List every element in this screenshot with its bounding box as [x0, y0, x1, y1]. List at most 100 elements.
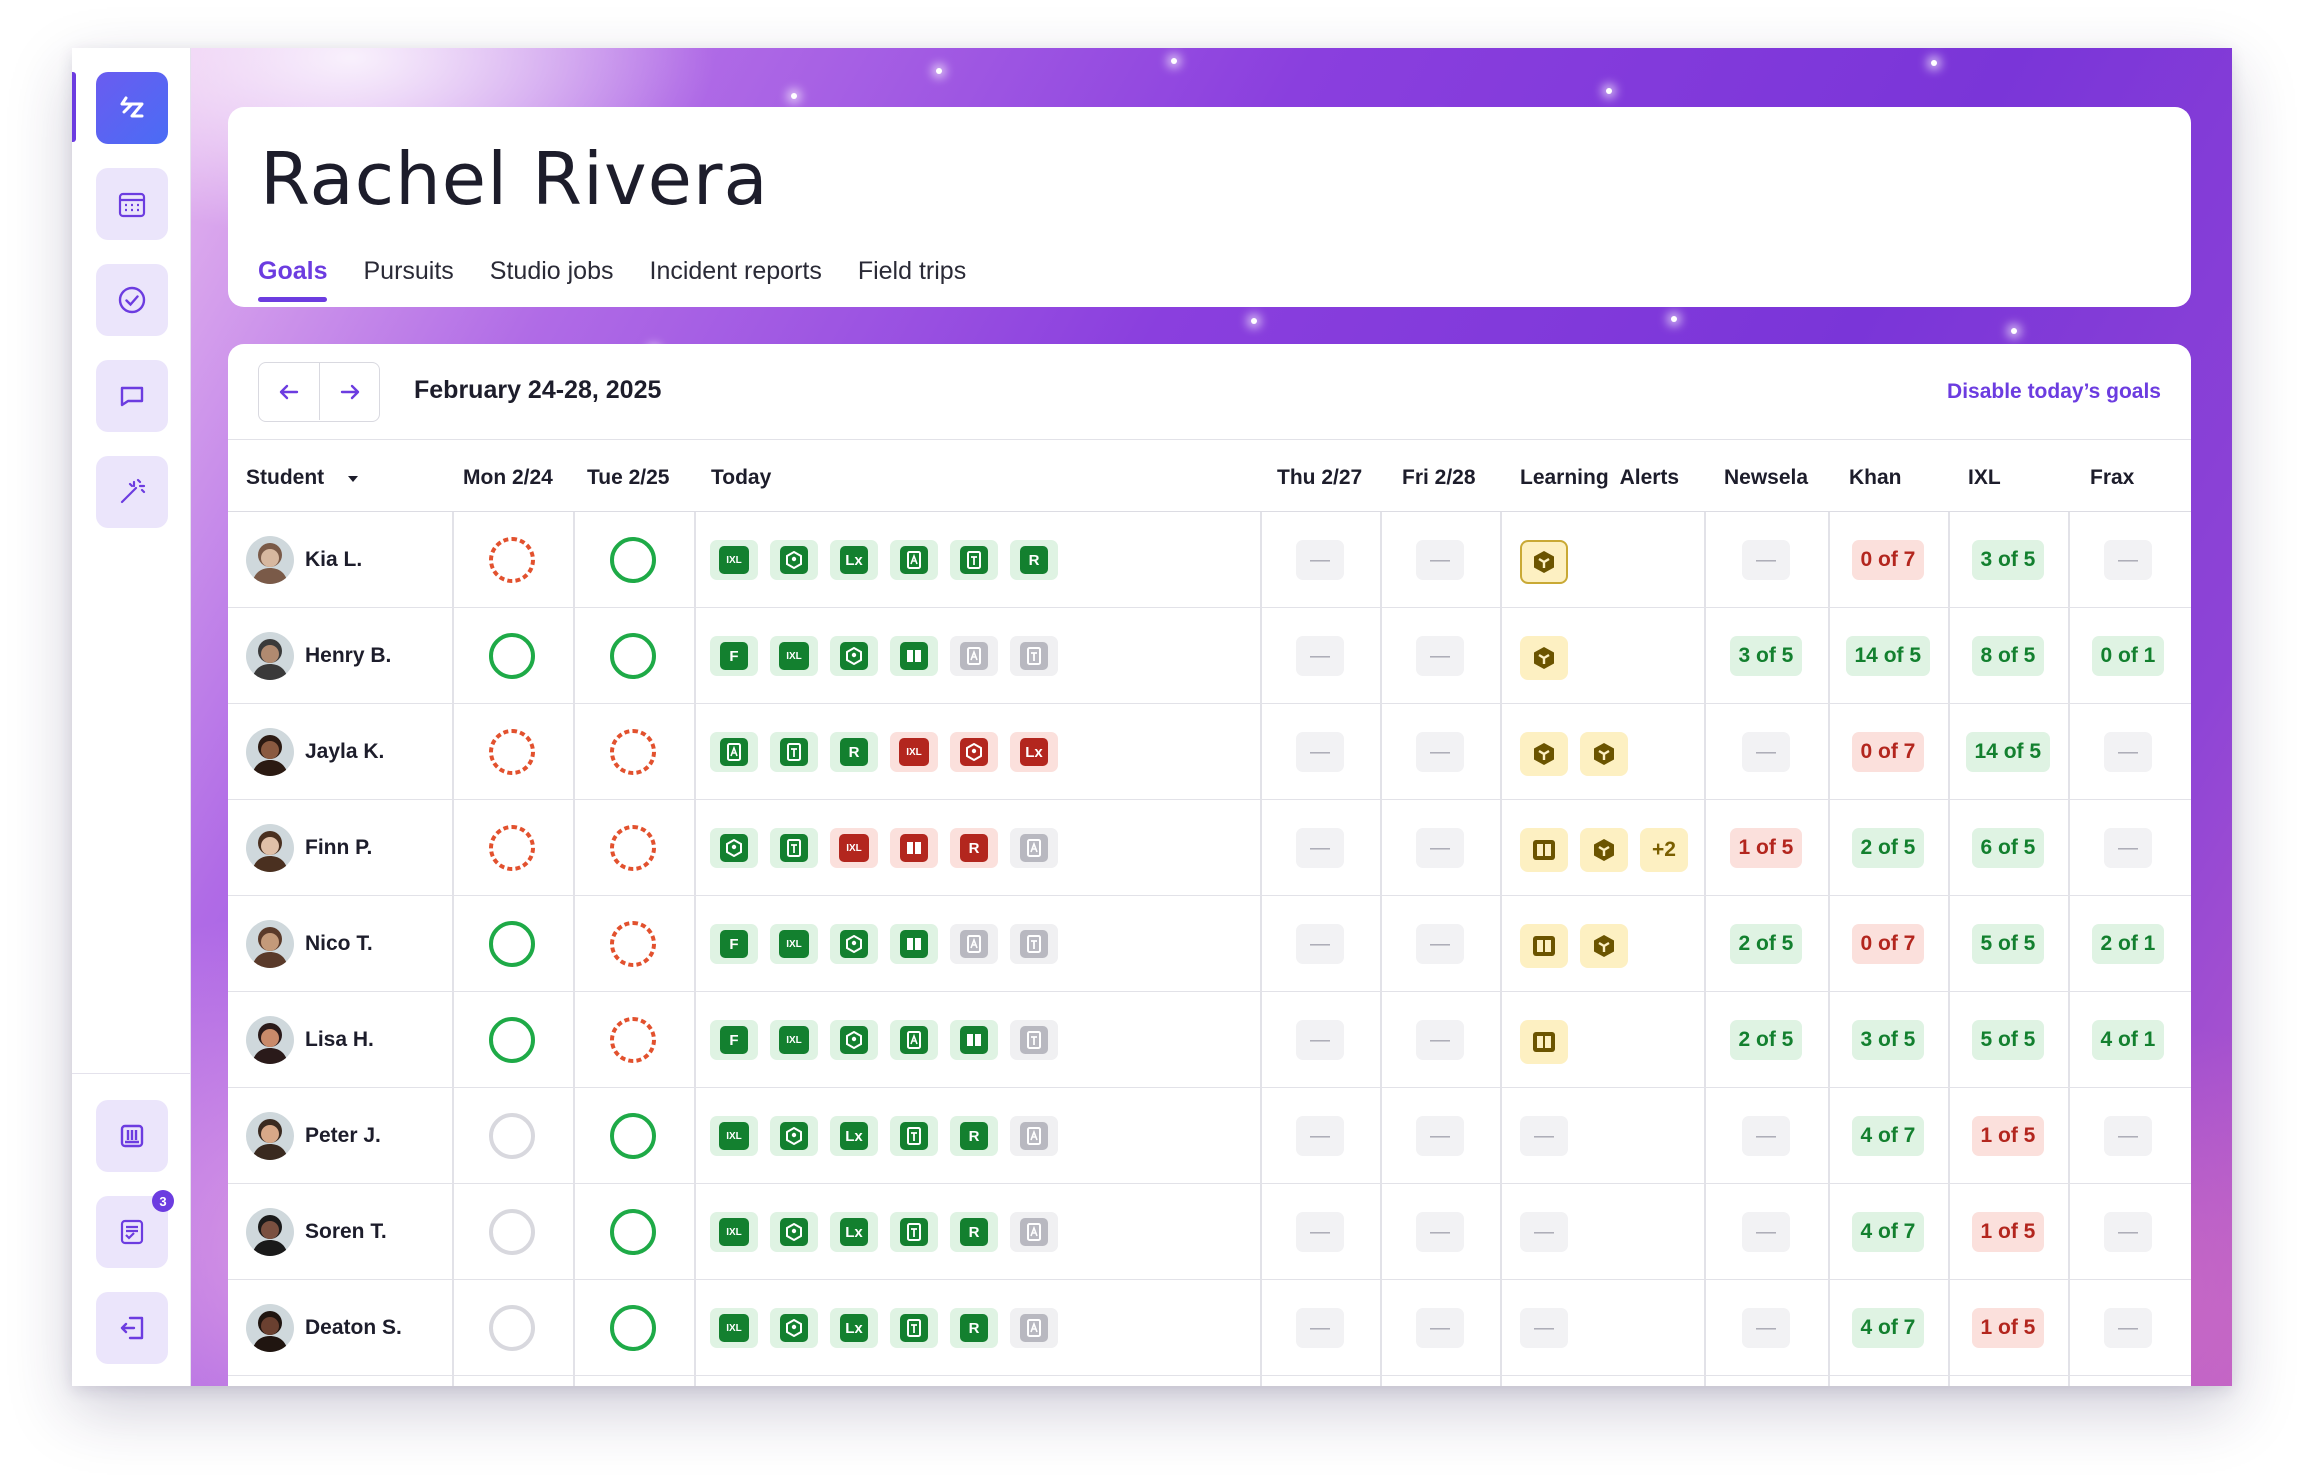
assignment-icon[interactable]	[710, 732, 758, 772]
archive-icon[interactable]	[96, 1100, 168, 1172]
newsela-progress[interactable]: 1 of 5	[1729, 828, 1803, 868]
app-logo-icon[interactable]	[96, 72, 168, 144]
student-name[interactable]: Henry B.	[305, 644, 392, 667]
message-icon[interactable]	[96, 360, 168, 432]
ixl-icon[interactable]: IXL	[770, 1020, 818, 1060]
goal-empty-ring[interactable]	[488, 1304, 536, 1352]
student-name[interactable]: Deaton S.	[305, 1316, 402, 1339]
student-name[interactable]: Nico T.	[305, 932, 373, 955]
book-alert-icon[interactable]	[1520, 924, 1568, 968]
task-icon[interactable]	[1010, 636, 1058, 676]
book-alert-icon[interactable]	[1520, 828, 1568, 872]
assignment-icon[interactable]	[890, 1020, 938, 1060]
book-icon[interactable]	[890, 924, 938, 964]
student-name[interactable]: Finn P.	[305, 836, 373, 859]
frax-progress[interactable]: 4 of 1	[2091, 1020, 2165, 1060]
goal-partial-ring[interactable]	[609, 1016, 657, 1064]
ixl-icon[interactable]: IXL	[830, 828, 878, 868]
lexia-icon[interactable]: Lx	[830, 1212, 878, 1252]
task-icon[interactable]	[890, 1116, 938, 1156]
book-icon[interactable]	[890, 828, 938, 868]
ixl-icon[interactable]: IXL	[890, 732, 938, 772]
khan-progress[interactable]: 0 of 7	[1851, 732, 1925, 772]
assignment-icon[interactable]	[1010, 1212, 1058, 1252]
task-icon[interactable]	[890, 1308, 938, 1348]
ixl-progress[interactable]: 8 of 5	[1971, 636, 2045, 676]
ixl-progress[interactable]: 1 of 5	[1971, 1212, 2045, 1252]
ixl-progress[interactable]: 14 of 5	[1965, 732, 2051, 772]
goal-complete-ring[interactable]	[609, 632, 657, 680]
ixl-icon[interactable]: IXL	[710, 1212, 758, 1252]
task-icon[interactable]	[890, 1212, 938, 1252]
khan-icon[interactable]	[830, 1020, 878, 1060]
ixl-progress[interactable]: 6 of 5	[1971, 828, 2045, 868]
reading-icon[interactable]: R	[1010, 540, 1058, 580]
khan-alert-icon[interactable]	[1520, 636, 1568, 680]
khan-progress[interactable]: 0 of 7	[1851, 540, 1925, 580]
student-name[interactable]: Soren T.	[305, 1220, 387, 1243]
ixl-icon[interactable]: IXL	[710, 540, 758, 580]
lexia-icon[interactable]: Lx	[830, 1308, 878, 1348]
goal-complete-ring[interactable]	[488, 920, 536, 968]
tab-pursuits[interactable]: Pursuits	[363, 257, 454, 285]
lexia-icon[interactable]: Lx	[1010, 732, 1058, 772]
student-name[interactable]: Kia L.	[305, 548, 363, 571]
goal-partial-ring[interactable]	[488, 824, 536, 872]
khan-progress[interactable]: 4 of 7	[1851, 1116, 1925, 1156]
ixl-icon[interactable]: IXL	[770, 924, 818, 964]
magic-wand-icon[interactable]	[96, 456, 168, 528]
khan-icon[interactable]	[770, 1308, 818, 1348]
reading-icon[interactable]: R	[950, 1116, 998, 1156]
tab-incident-reports[interactable]: Incident reports	[649, 257, 822, 285]
khan-alert-icon[interactable]	[1580, 828, 1628, 872]
goal-partial-ring[interactable]	[488, 536, 536, 584]
khan-progress[interactable]: 3 of 5	[1851, 1020, 1925, 1060]
newsela-progress[interactable]: 3 of 5	[1729, 636, 1803, 676]
assignment-icon[interactable]	[950, 924, 998, 964]
goal-partial-ring[interactable]	[609, 920, 657, 968]
newsela-progress[interactable]: 2 of 5	[1729, 1020, 1803, 1060]
goal-complete-ring[interactable]	[609, 1304, 657, 1352]
goal-complete-ring[interactable]	[609, 1112, 657, 1160]
assignment-icon[interactable]	[950, 636, 998, 676]
disable-goals-link[interactable]: Disable today’s goals	[1947, 380, 2161, 403]
task-icon[interactable]	[770, 828, 818, 868]
student-name[interactable]: Lisa H.	[305, 1028, 374, 1051]
khan-progress[interactable]: 4 of 7	[1851, 1212, 1925, 1252]
book-icon[interactable]	[950, 1020, 998, 1060]
goal-complete-ring[interactable]	[609, 536, 657, 584]
report-icon[interactable]: 3	[96, 1190, 174, 1268]
task-icon[interactable]	[1010, 924, 1058, 964]
frax-icon[interactable]: F	[710, 636, 758, 676]
more-alerts-count[interactable]: +2	[1640, 828, 1688, 872]
col-student[interactable]: Student	[246, 466, 360, 490]
sort-down-icon[interactable]	[346, 474, 360, 484]
ixl-progress[interactable]: 1 of 5	[1971, 1308, 2045, 1348]
khan-alert-icon[interactable]	[1520, 732, 1568, 776]
next-week-button[interactable]	[319, 363, 379, 420]
lexia-icon[interactable]: Lx	[830, 540, 878, 580]
khan-progress[interactable]: 0 of 7	[1851, 924, 1925, 964]
tab-field-trips[interactable]: Field trips	[857, 257, 967, 285]
calendar-icon[interactable]	[96, 168, 168, 240]
frax-icon[interactable]: F	[710, 924, 758, 964]
ixl-icon[interactable]: IXL	[710, 1308, 758, 1348]
assignment-icon[interactable]	[1010, 1116, 1058, 1156]
khan-progress[interactable]: 4 of 7	[1851, 1308, 1925, 1348]
khan-alert-icon[interactable]	[1520, 540, 1568, 584]
task-icon[interactable]	[950, 540, 998, 580]
reading-icon[interactable]: R	[830, 732, 878, 772]
ixl-progress[interactable]: 5 of 5	[1971, 924, 2045, 964]
ixl-progress[interactable]: 3 of 5	[1971, 540, 2045, 580]
book-icon[interactable]	[890, 636, 938, 676]
khan-icon[interactable]	[830, 636, 878, 676]
khan-icon[interactable]	[830, 924, 878, 964]
task-icon[interactable]	[1010, 1020, 1058, 1060]
goal-partial-ring[interactable]	[609, 728, 657, 776]
frax-progress[interactable]: 0 of 1	[2091, 636, 2165, 676]
frax-icon[interactable]: F	[710, 1020, 758, 1060]
logout-icon[interactable]	[96, 1292, 168, 1364]
assignment-icon[interactable]	[1010, 1308, 1058, 1348]
tab-studio-jobs[interactable]: Studio jobs	[489, 257, 614, 285]
assignment-icon[interactable]	[1010, 828, 1058, 868]
